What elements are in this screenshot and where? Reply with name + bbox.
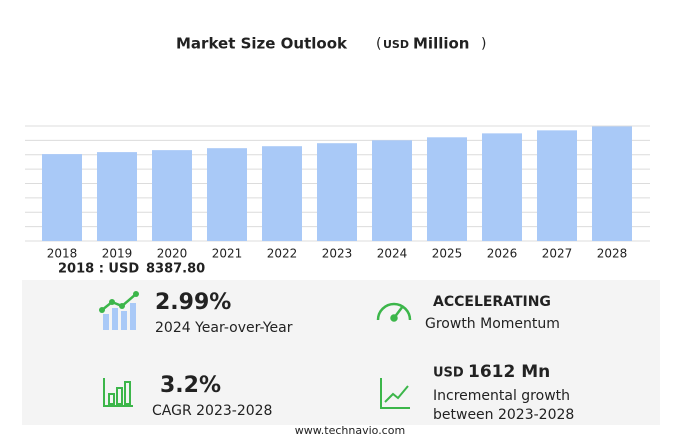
stat-label: 2024 Year-over-Year xyxy=(155,320,293,336)
highlight-label: 2018 : USD xyxy=(58,262,139,277)
x-tick-label: 2028 xyxy=(597,247,628,261)
chart-title: Market Size Outlook xyxy=(176,35,348,53)
stat-unit: USD xyxy=(433,366,464,381)
x-tick-label: 2022 xyxy=(267,247,298,261)
stat-label: CAGR 2023-2028 xyxy=(152,403,272,419)
bar xyxy=(317,143,357,241)
bar xyxy=(372,140,412,241)
bar xyxy=(537,130,577,241)
x-tick-label: 2023 xyxy=(322,247,353,261)
unit-paren: ( xyxy=(376,36,381,52)
unit-scale: Million xyxy=(413,35,469,53)
stat-label: Growth Momentum xyxy=(425,316,560,332)
x-tick-label: 2027 xyxy=(542,247,573,261)
bar xyxy=(592,126,632,241)
bar xyxy=(262,146,302,241)
icon-cagr xyxy=(103,378,133,407)
bar xyxy=(482,133,522,241)
bar xyxy=(427,137,467,241)
bars xyxy=(42,126,632,241)
icon-growth xyxy=(99,291,139,330)
bar xyxy=(207,148,247,241)
x-tick-label: 2026 xyxy=(487,247,518,261)
stat-value: 2.99% xyxy=(155,290,231,315)
footer: www.technavio.com xyxy=(295,424,405,437)
icon-gauge xyxy=(376,302,412,322)
stat-value: ACCELERATING xyxy=(433,294,551,310)
bar xyxy=(152,150,192,241)
bar xyxy=(42,154,82,241)
unit-paren: ) xyxy=(481,36,486,52)
x-tick-label: 2019 xyxy=(102,247,133,261)
highlight-value: 8387.80 xyxy=(146,262,205,277)
stat-value: 3.2% xyxy=(160,373,221,398)
stat-value: 1612 Mn xyxy=(468,362,550,382)
icon-incremental xyxy=(380,378,410,409)
x-tick-label: 2018 xyxy=(47,247,78,261)
x-tick-label: 2021 xyxy=(212,247,243,261)
x-tick-label: 2020 xyxy=(157,247,188,261)
stats-panel xyxy=(22,280,660,425)
stat-label: Incremental growth xyxy=(433,388,570,404)
bar xyxy=(97,152,137,241)
x-tick-label: 2024 xyxy=(377,247,408,261)
unit-currency: USD xyxy=(383,38,409,51)
stat-label: between 2023-2028 xyxy=(433,407,574,423)
x-tick-label: 2025 xyxy=(432,247,463,261)
